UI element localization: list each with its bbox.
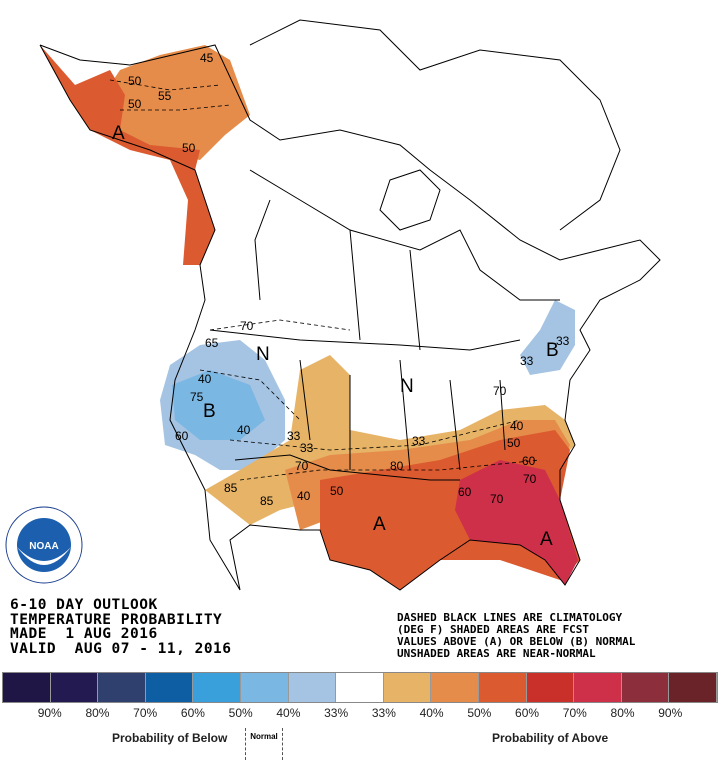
legend-swatch	[145, 673, 194, 702]
contour-label: 40	[510, 419, 524, 433]
above-label: Probability of Above	[492, 731, 609, 745]
legend-swatch	[193, 673, 241, 702]
contour-label: 33	[300, 441, 314, 455]
contour-label: 75	[190, 390, 204, 404]
outlook-subtitle: TEMPERATURE PROBABILITY	[10, 611, 223, 628]
valid-dates: VALID AUG 07 - 11, 2016	[10, 640, 232, 657]
label-N-central: N	[400, 376, 414, 397]
contour-label: 33	[556, 334, 570, 348]
legend-percent-label: 50%	[228, 706, 253, 720]
legend-swatch	[288, 673, 337, 702]
legend-swatch	[478, 673, 527, 702]
contour-label: 85	[224, 481, 238, 495]
legend-swatch	[98, 673, 146, 702]
contour-label: 50	[330, 484, 344, 498]
contour-label: 70	[490, 492, 504, 506]
legend-percent-label: 90%	[658, 706, 683, 720]
contour-label: 85	[260, 494, 274, 508]
legend-percent-label: 33%	[371, 706, 396, 720]
legend-swatch	[50, 673, 99, 702]
legend-percent-label: 70%	[133, 706, 158, 720]
made-date: MADE 1 AUG 2016	[10, 626, 158, 642]
contour-label: 60	[175, 429, 189, 443]
legend-percent-label: 60%	[180, 706, 205, 720]
svg-text:NOAA: NOAA	[29, 541, 58, 552]
contour-label: 45	[200, 51, 214, 65]
contour-label: 70	[493, 384, 507, 398]
alaska-above-60	[40, 45, 215, 265]
map-labels: A A A B B N N 45 50 50 55 50 70 65 40 75…	[112, 51, 570, 550]
outlook-map: A A A B B N N 45 50 50 55 50 70 65 40 75…	[39, 19, 661, 591]
legend-swatch	[621, 673, 670, 702]
label-B-west: B	[203, 401, 216, 422]
legend-swatch	[574, 673, 622, 702]
northeast-below	[520, 300, 575, 375]
note-line: UNSHADED AREAS ARE NEAR-NORMAL	[397, 647, 596, 660]
contour-label: 33	[520, 354, 534, 368]
outlook-title: 6-10 DAY OUTLOOK	[10, 597, 158, 613]
outlook-title-block: 6-10 DAY OUTLOOK TEMPERATURE PROBABILITY M…	[10, 598, 232, 656]
contour-label: 70	[523, 472, 537, 486]
note-line: DASHED BLACK LINES ARE CLIMATOLOGY	[397, 611, 623, 624]
label-A-alaska: A	[112, 123, 125, 144]
contour-label: 50	[182, 141, 196, 155]
noaa-logo: NOAA	[5, 506, 83, 584]
contour-label: 33	[412, 434, 426, 448]
contour-label: 70	[295, 459, 309, 473]
coastlines	[39, 19, 661, 591]
legend-swatch	[383, 673, 432, 702]
contour-label: 50	[507, 436, 521, 450]
contour-label: 40	[237, 423, 251, 437]
legend-percent-label: 33%	[324, 706, 349, 720]
legend-percent-label: 40%	[276, 706, 301, 720]
label-A-southeast: A	[540, 529, 553, 550]
legend-swatch	[669, 673, 717, 702]
legend-percent-label: 60%	[515, 706, 540, 720]
contour-label: 60	[458, 485, 472, 499]
contour-label: 50	[128, 74, 142, 88]
legend-percent-label: 40%	[419, 706, 444, 720]
label-B-northeast: B	[546, 340, 559, 361]
southeast-above-70	[455, 460, 578, 585]
legend-swatch	[526, 673, 575, 702]
contour-label: 55	[158, 89, 172, 103]
note-line: (DEG F) SHADED AREAS ARE FCST	[397, 623, 590, 636]
contour-label: 60	[522, 454, 536, 468]
probability-legend	[2, 672, 718, 703]
contour-label: 70	[240, 319, 254, 333]
map-notes: DASHED BLACK LINES ARE CLIMATOLOGY (DEG F…	[397, 612, 635, 660]
legend-percent-label: 90%	[37, 706, 62, 720]
note-line: VALUES ABOVE (A) OR BELOW (B) NORMAL	[397, 635, 636, 648]
contour-label: 33	[287, 429, 301, 443]
contour-label: 50	[128, 97, 142, 111]
legend-percent-label: 70%	[562, 706, 587, 720]
legend-swatch	[336, 673, 384, 702]
contour-label: 40	[297, 489, 311, 503]
below-label: Probability of Below	[112, 731, 228, 745]
legend-swatch	[3, 673, 51, 702]
label-N-north: N	[256, 344, 270, 365]
legend-swatch	[431, 673, 479, 702]
contour-label: 65	[205, 336, 219, 350]
legend-percent-label: 50%	[467, 706, 492, 720]
normal-label: Normal	[245, 728, 283, 760]
west-below-50	[172, 370, 265, 440]
contour-label: 80	[390, 459, 404, 473]
climatology-lines	[109, 79, 541, 481]
alaska-above-50	[100, 45, 250, 160]
contour-label: 40	[198, 372, 212, 386]
legend-swatch	[240, 673, 289, 702]
legend-percent-label: 80%	[85, 706, 110, 720]
legend-percent-label: 80%	[610, 706, 635, 720]
label-A-south: A	[373, 514, 386, 535]
